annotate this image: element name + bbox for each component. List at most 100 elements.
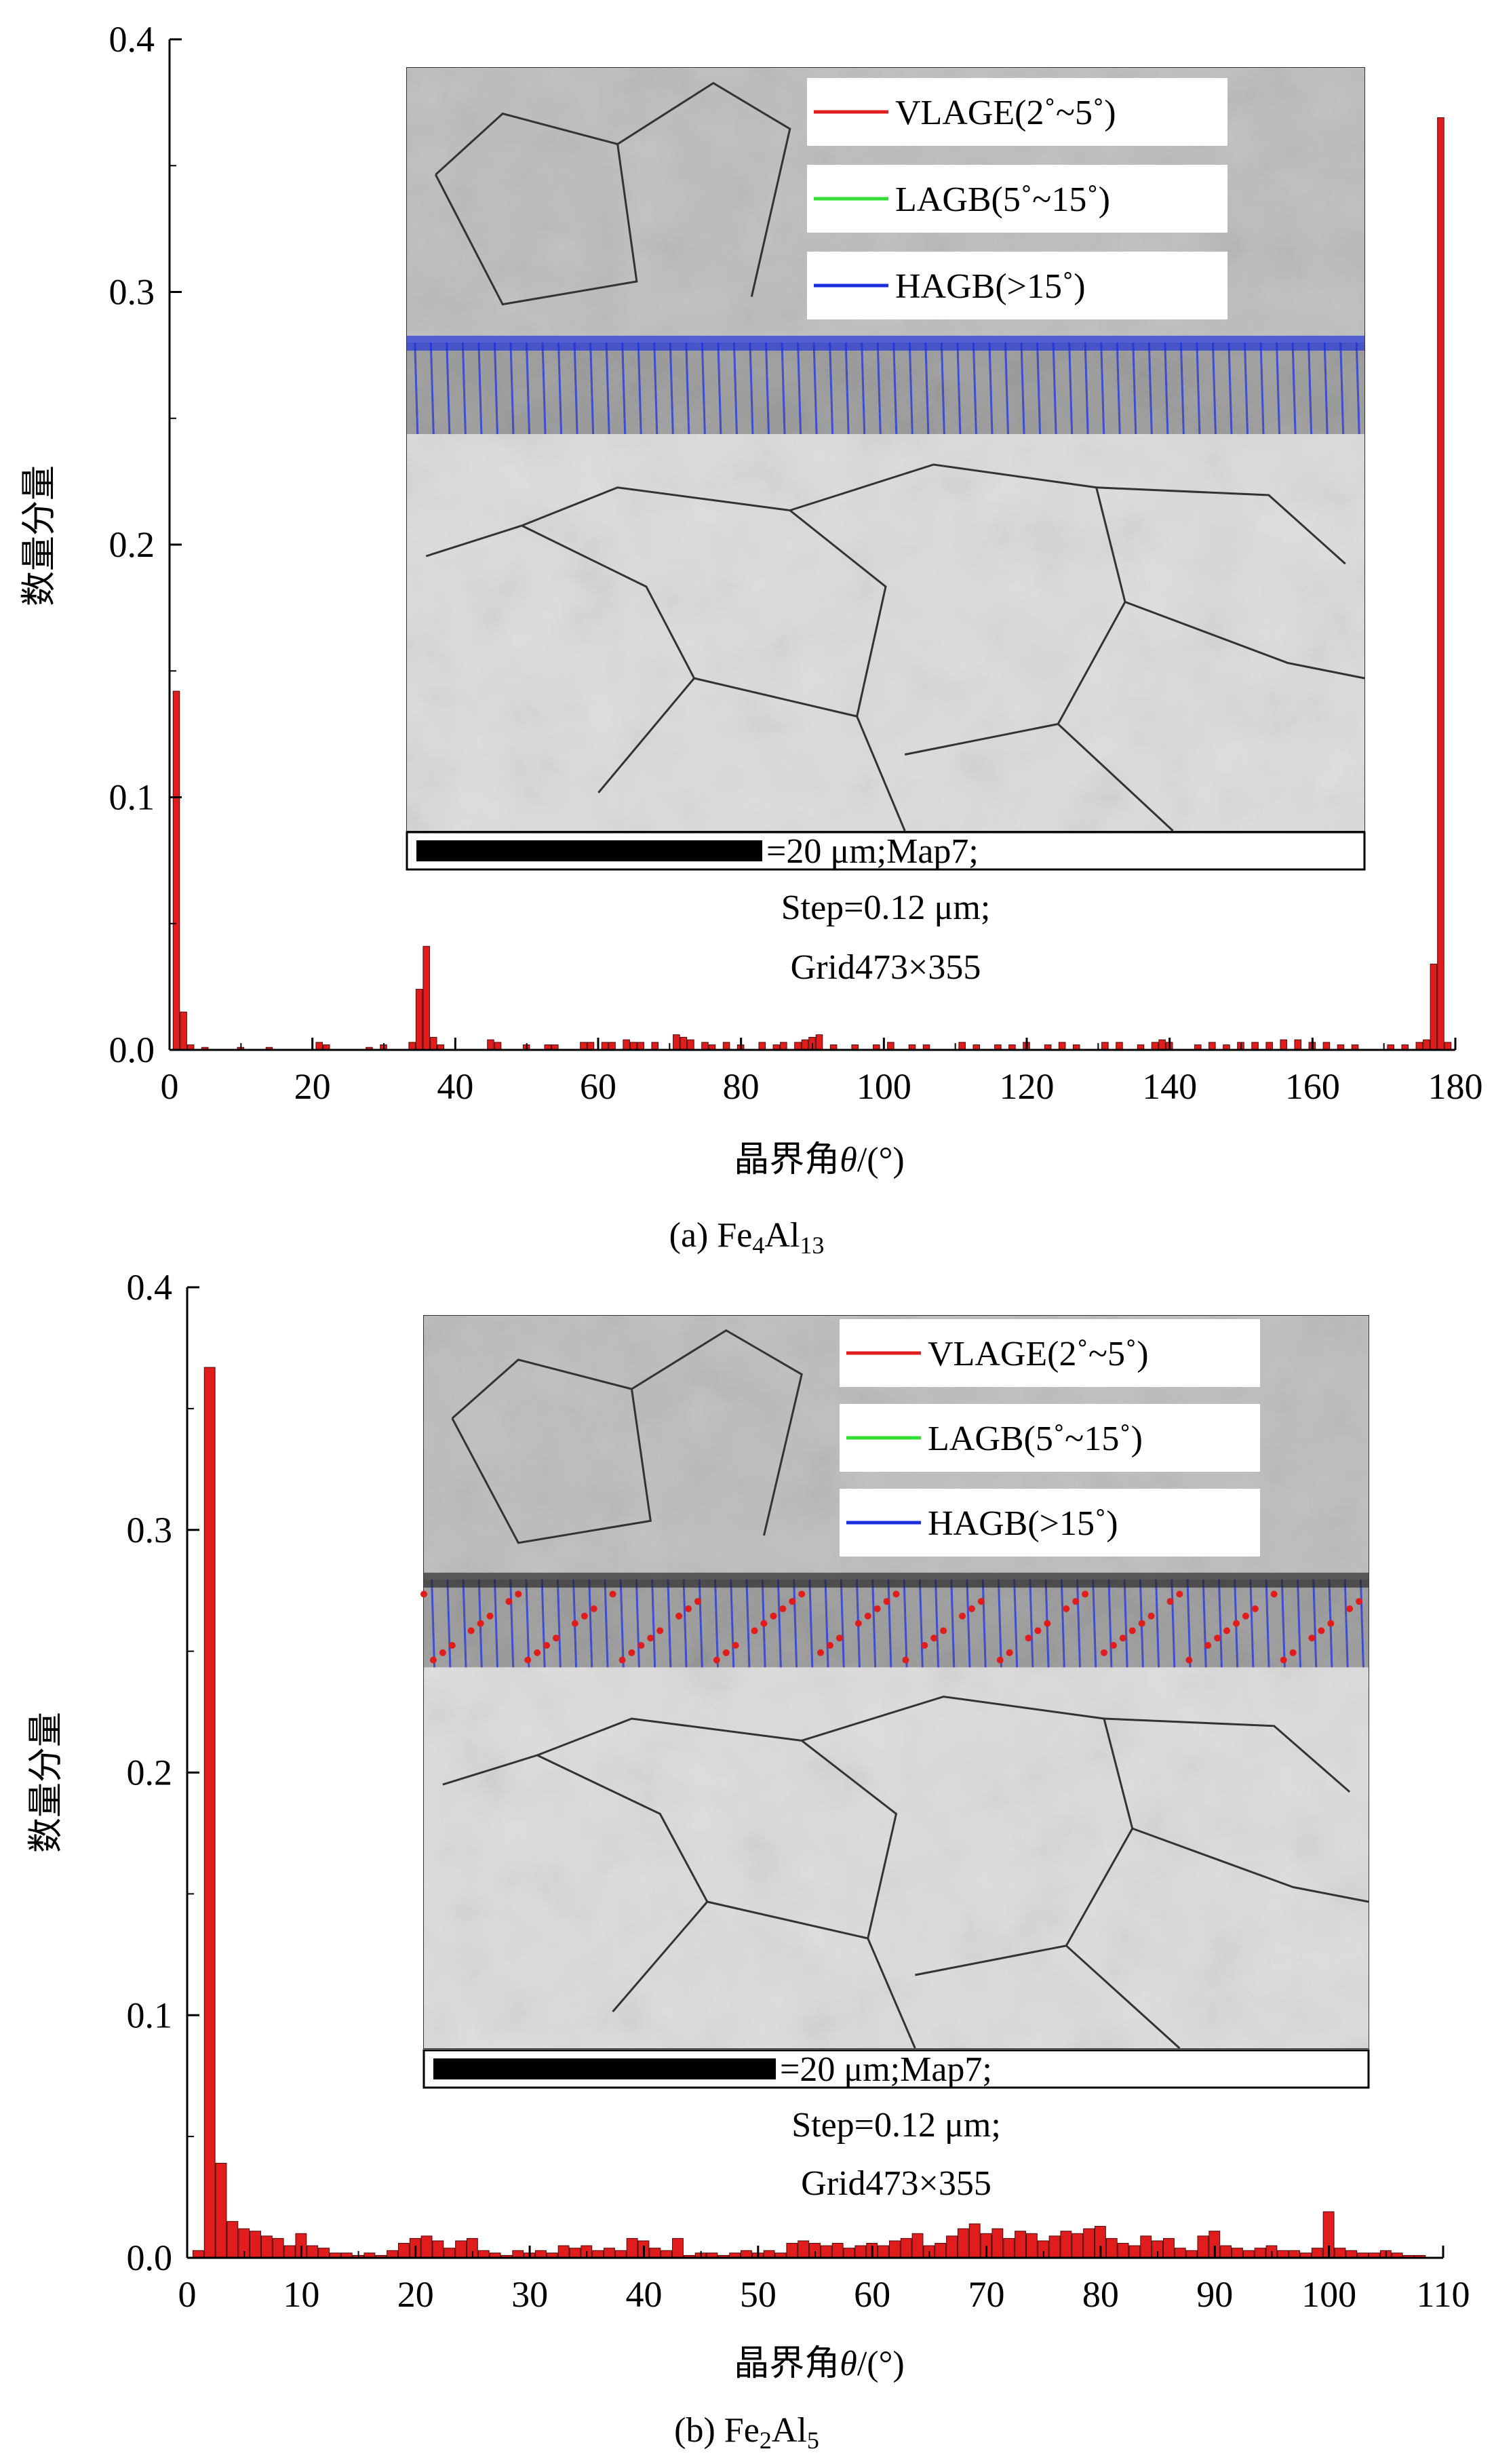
boundary-markings	[420, 1572, 1369, 1668]
histogram-bar	[1128, 2245, 1141, 2258]
y-tick-label: 0.2	[109, 524, 155, 565]
histogram-bar	[1242, 2250, 1255, 2258]
y-axis-title-a: 数量分量	[20, 465, 59, 606]
histogram-bar	[172, 690, 180, 1051]
x-tick-label: 70	[968, 2274, 1005, 2315]
histogram-bar	[1430, 963, 1438, 1051]
histogram-bar	[946, 2235, 958, 2258]
histogram-bar	[1117, 2243, 1129, 2258]
histogram-bar	[1311, 2248, 1323, 2258]
histogram-bar	[1185, 2250, 1198, 2258]
x-tick-label: 20	[294, 1066, 331, 1107]
histogram-bar	[629, 1042, 637, 1051]
grain-boundaries	[425, 81, 1365, 832]
x-tick-label: 180	[1428, 1066, 1483, 1107]
ebsd-map-inset-b: VLAGE(2˚~5˚) LAGB(5˚~15˚) HAGB(>15˚) =20 μm…	[420, 1315, 1370, 2203]
histogram-bar	[227, 2221, 239, 2258]
histogram-bar	[1232, 2248, 1243, 2258]
histogram-bar	[180, 1011, 187, 1051]
y-axis-title-b: 数量分量	[27, 1712, 66, 1853]
histogram-bar	[608, 1042, 616, 1051]
histogram-bar	[1105, 2237, 1118, 2258]
histogram-bar	[626, 2237, 638, 2258]
panel-caption-a: (a) Fe4Al13	[669, 1216, 825, 1259]
histogram-bar	[957, 2228, 969, 2258]
histogram-bar	[1220, 2245, 1232, 2258]
y-tick-label: 0.4	[109, 19, 155, 60]
histogram-bar	[604, 2248, 615, 2258]
histogram-bar	[1083, 2228, 1095, 2258]
histogram-bar	[415, 989, 423, 1051]
x-axis-title-b: 晶界角θ/(°)	[734, 2345, 904, 2383]
y-tick-label: 0.0	[127, 2237, 173, 2278]
axes-b: 0 10 20 30 40 50 60 70 80 90 100 110 0.0 0.1 0.2 0.3 0.4	[127, 1267, 1470, 2315]
x-tick-label: 90	[1196, 2274, 1233, 2315]
scale-bar-label: =20 μm;Map7;	[780, 2050, 992, 2089]
scale-bar-label: =20 μm;Map7;	[766, 832, 979, 871]
histogram-bar	[455, 2240, 467, 2258]
histogram-bar	[1208, 1042, 1216, 1051]
legend-label: VLAGE(2˚~5˚)	[928, 1335, 1149, 1373]
legend-label: LAGB(5˚~15˚)	[895, 180, 1110, 219]
x-tick-label: 10	[283, 2274, 319, 2315]
histogram-bar	[661, 2250, 673, 2258]
histogram-bar	[1163, 2237, 1175, 2258]
boundary-markings	[407, 336, 1364, 435]
histogram-bar	[672, 2237, 684, 2258]
histogram-bar	[1072, 2233, 1084, 2258]
histogram-bar	[786, 2243, 798, 2258]
legend-label: LAGB(5˚~15˚)	[928, 1420, 1143, 1458]
histogram-bar	[1060, 2231, 1072, 2258]
chart-panel-b: VLAGE(2˚~5˚) LAGB(5˚~15˚) HAGB(>15˚) =20 μm…	[27, 1267, 1470, 2454]
histogram-bar	[1116, 1042, 1123, 1051]
histogram-bar	[260, 2235, 273, 2258]
histogram-bar	[1058, 1042, 1066, 1051]
x-tick-label: 100	[857, 1066, 911, 1107]
x-tick-label: 100	[1301, 2274, 1356, 2315]
histogram-bar	[215, 2162, 227, 2258]
histogram-bar	[487, 1039, 494, 1051]
histogram-bar	[637, 1042, 644, 1051]
x-tick-label: 50	[740, 2274, 777, 2315]
x-tick-label: 80	[723, 1066, 760, 1107]
histogram-bar	[1158, 1039, 1166, 1051]
histogram-bar	[1003, 2237, 1015, 2258]
x-tick-label: 0	[178, 2274, 197, 2315]
histogram-bar	[878, 2245, 889, 2258]
legend: VLAGE(2˚~5˚) LAGB(5˚~15˚) HAGB(>15˚)	[807, 78, 1227, 319]
histogram-bar	[318, 2248, 330, 2258]
histogram-bar	[673, 1034, 680, 1051]
histogram-bar	[701, 1042, 709, 1051]
legend-label: VLAGE(2˚~5˚)	[895, 94, 1116, 132]
histogram-bar	[592, 2250, 604, 2258]
y-tick-label: 0.2	[127, 1753, 173, 1793]
histogram-bar	[272, 2237, 284, 2258]
histogram-bar	[408, 1042, 416, 1051]
histogram-bar	[722, 1042, 730, 1051]
histogram-bar	[968, 2223, 981, 2258]
histogram-bar	[854, 2245, 867, 2258]
histogram-bar	[512, 2250, 524, 2258]
histogram-bar	[1444, 1042, 1452, 1051]
histogram-bar	[651, 1042, 659, 1051]
histogram-bar	[1277, 2250, 1289, 2258]
histogram-bar	[494, 1042, 502, 1051]
histogram-bar	[1265, 1042, 1273, 1051]
histogram-bar	[900, 2237, 912, 2258]
histogram-bar	[477, 2250, 490, 2258]
ebsd-map-inset-a: VLAGE(2˚~5˚) LAGB(5˚~15˚) HAGB(>15˚) =20 μm…	[406, 67, 1366, 987]
histogram-bar	[911, 2233, 924, 2258]
histogram-bar	[1015, 2231, 1026, 2258]
histogram-bar	[1101, 1042, 1109, 1051]
histogram-bar	[763, 2250, 775, 2258]
histogram-bars-b	[192, 1367, 1426, 2258]
grid-size-label: Grid473×355	[801, 2164, 991, 2203]
histogram-bar	[798, 2240, 810, 2258]
y-tick-label: 0.0	[109, 1030, 155, 1070]
histogram-bar	[758, 1042, 766, 1051]
histogram-bar	[397, 2243, 410, 2258]
histogram-bar	[1437, 117, 1444, 1051]
histogram-bar	[444, 2248, 456, 2258]
histogram-bar	[820, 2245, 832, 2258]
